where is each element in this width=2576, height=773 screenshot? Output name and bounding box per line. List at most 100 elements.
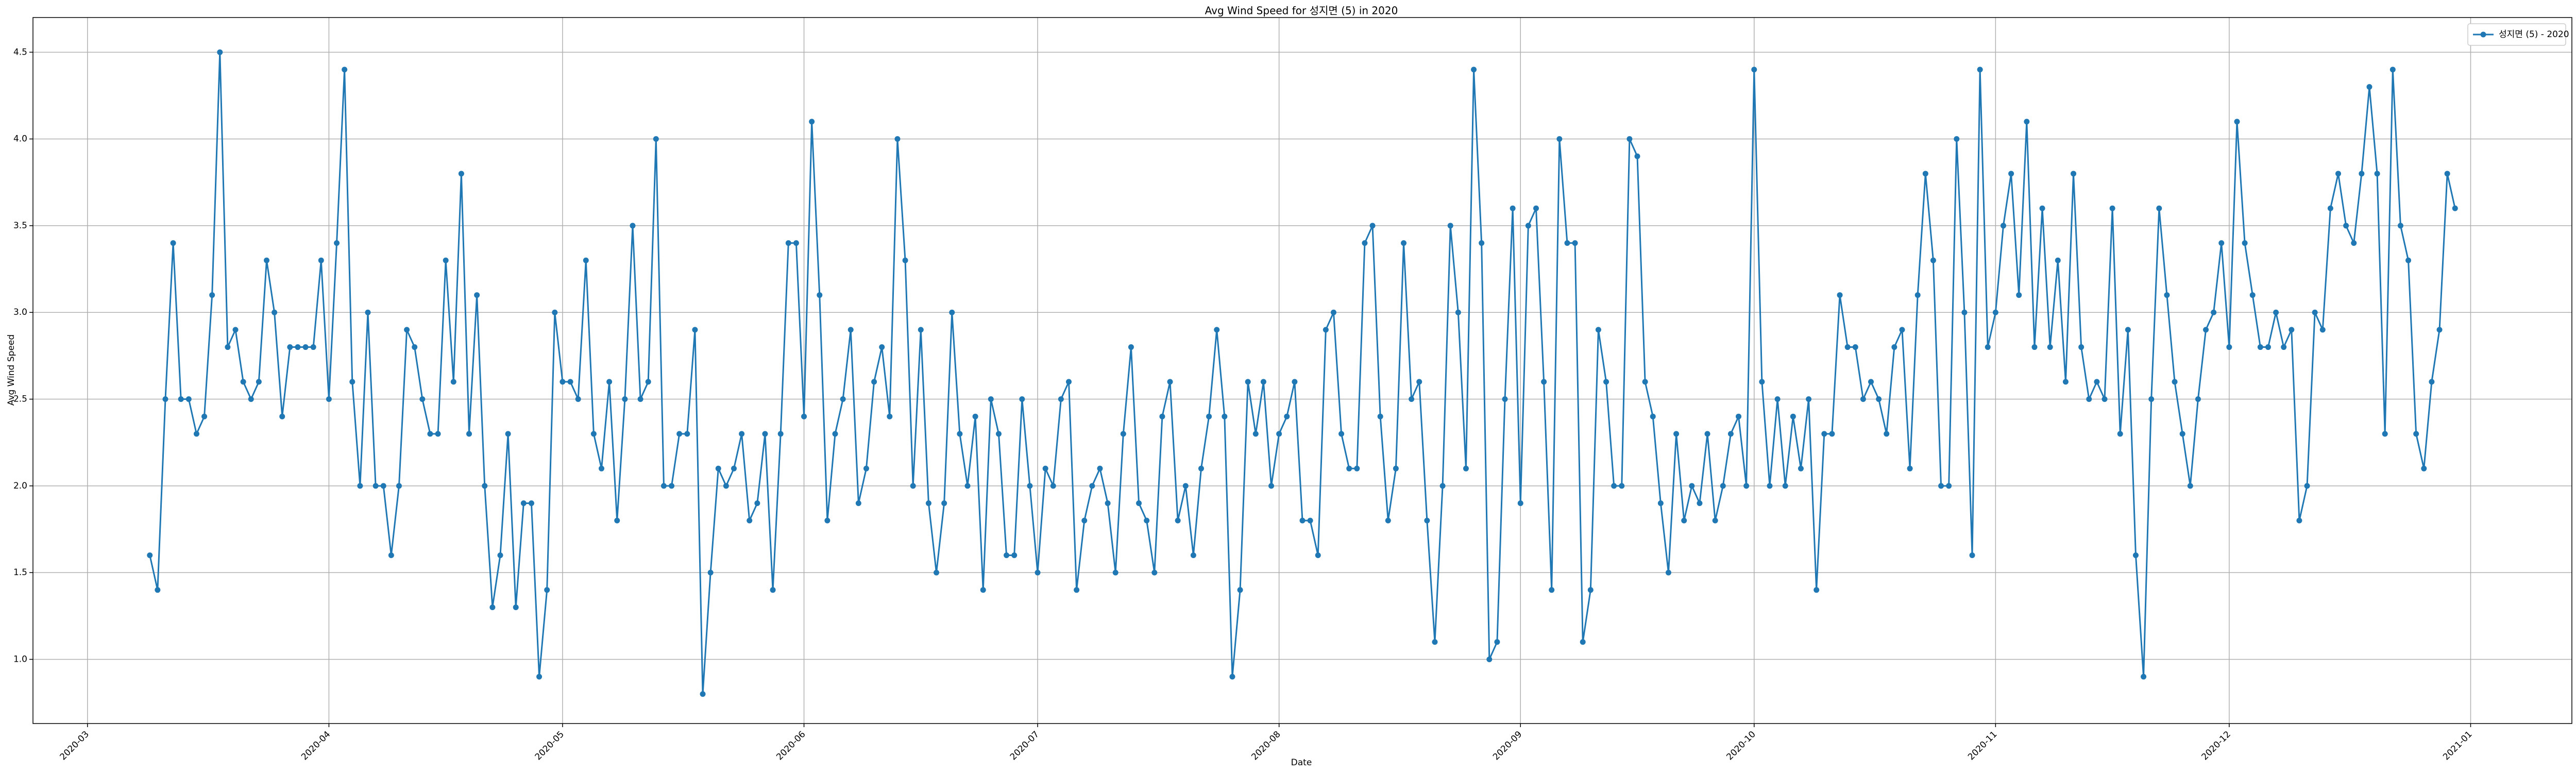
data-point — [1712, 517, 1718, 524]
data-point — [497, 552, 503, 558]
data-point — [1837, 292, 1843, 298]
data-point — [1222, 413, 1228, 419]
data-point — [302, 344, 309, 350]
data-point — [1969, 552, 1975, 558]
data-point — [185, 396, 192, 402]
data-point — [326, 396, 332, 402]
data-point — [2125, 327, 2131, 333]
data-point — [785, 240, 791, 246]
data-point — [1315, 552, 1321, 558]
data-point — [1229, 674, 1235, 680]
data-point — [1727, 431, 1734, 437]
data-point — [590, 431, 597, 437]
data-point — [1120, 431, 1126, 437]
data-point — [1198, 465, 1204, 472]
data-point — [2257, 344, 2263, 350]
data-point — [1377, 413, 1383, 419]
data-point — [848, 327, 854, 333]
data-point — [2024, 119, 2030, 125]
data-point — [1673, 431, 1680, 437]
data-point — [1665, 569, 1671, 576]
data-point — [2265, 344, 2271, 350]
data-point — [653, 136, 659, 142]
data-point — [1004, 552, 1010, 558]
data-point — [193, 431, 199, 437]
data-point — [1463, 465, 1469, 472]
data-point — [1736, 413, 1742, 419]
data-point — [2281, 344, 2287, 350]
data-point — [1852, 344, 1858, 350]
data-point — [2156, 205, 2162, 211]
data-point — [2000, 223, 2006, 229]
data-point — [1611, 483, 1617, 489]
data-point — [1346, 465, 1352, 472]
y-tick-label: 1.0 — [13, 654, 27, 664]
data-point — [1868, 379, 1874, 385]
data-point — [1112, 569, 1118, 576]
data-point — [770, 587, 776, 593]
data-point — [2319, 327, 2326, 333]
data-point — [380, 483, 386, 489]
data-point — [918, 327, 924, 333]
data-point — [894, 136, 901, 142]
data-point — [482, 483, 488, 489]
data-point — [2304, 483, 2310, 489]
data-point — [669, 483, 675, 489]
data-point — [1416, 379, 1422, 385]
data-point — [1626, 136, 1633, 142]
data-point — [2016, 292, 2022, 298]
data-point — [1058, 396, 1064, 402]
data-point — [1307, 517, 1313, 524]
data-point — [2148, 396, 2155, 402]
data-point — [645, 379, 651, 385]
data-point — [2382, 431, 2388, 437]
data-point — [489, 604, 496, 610]
data-point — [995, 431, 1002, 437]
data-point — [560, 379, 566, 385]
data-point — [1276, 431, 1282, 437]
data-point — [700, 691, 706, 697]
data-point — [2452, 205, 2458, 211]
chart-title: Avg Wind Speed for 성지면 (5) in 2020 — [1205, 5, 1398, 17]
data-point — [388, 552, 394, 558]
data-point — [1494, 639, 1500, 645]
data-point — [1151, 569, 1158, 576]
data-point — [715, 465, 721, 472]
data-point — [630, 223, 636, 229]
data-point — [614, 517, 620, 524]
data-point — [295, 344, 301, 350]
data-point — [1907, 465, 1913, 472]
data-point — [957, 431, 963, 437]
data-point — [676, 431, 683, 437]
x-tick-label: 2020-05 — [533, 729, 566, 762]
data-point — [2109, 205, 2115, 211]
x-tick-label: 2020-08 — [1249, 729, 1282, 762]
data-point — [2343, 223, 2349, 229]
data-point — [832, 431, 838, 437]
data-point — [1292, 379, 1298, 385]
data-point — [2008, 171, 2014, 177]
data-point — [1650, 413, 1656, 419]
data-point — [1884, 431, 1890, 437]
data-point — [723, 483, 729, 489]
y-tick-label: 1.5 — [13, 567, 27, 578]
data-point — [544, 587, 550, 593]
data-point — [2366, 84, 2372, 90]
data-point — [902, 257, 908, 263]
data-point — [1844, 344, 1851, 350]
data-point — [209, 292, 215, 298]
plot-frame — [32, 17, 2572, 724]
data-point — [1245, 379, 1251, 385]
data-point — [412, 344, 418, 350]
data-point — [871, 379, 877, 385]
data-point — [1206, 413, 1212, 419]
legend-box — [2467, 23, 2566, 46]
data-point — [1167, 379, 1173, 385]
data-point — [1190, 552, 1196, 558]
data-point — [1922, 171, 1928, 177]
data-line — [149, 51, 2456, 695]
data-point — [2195, 396, 2201, 402]
data-point — [1502, 396, 1508, 402]
data-point — [357, 483, 363, 489]
